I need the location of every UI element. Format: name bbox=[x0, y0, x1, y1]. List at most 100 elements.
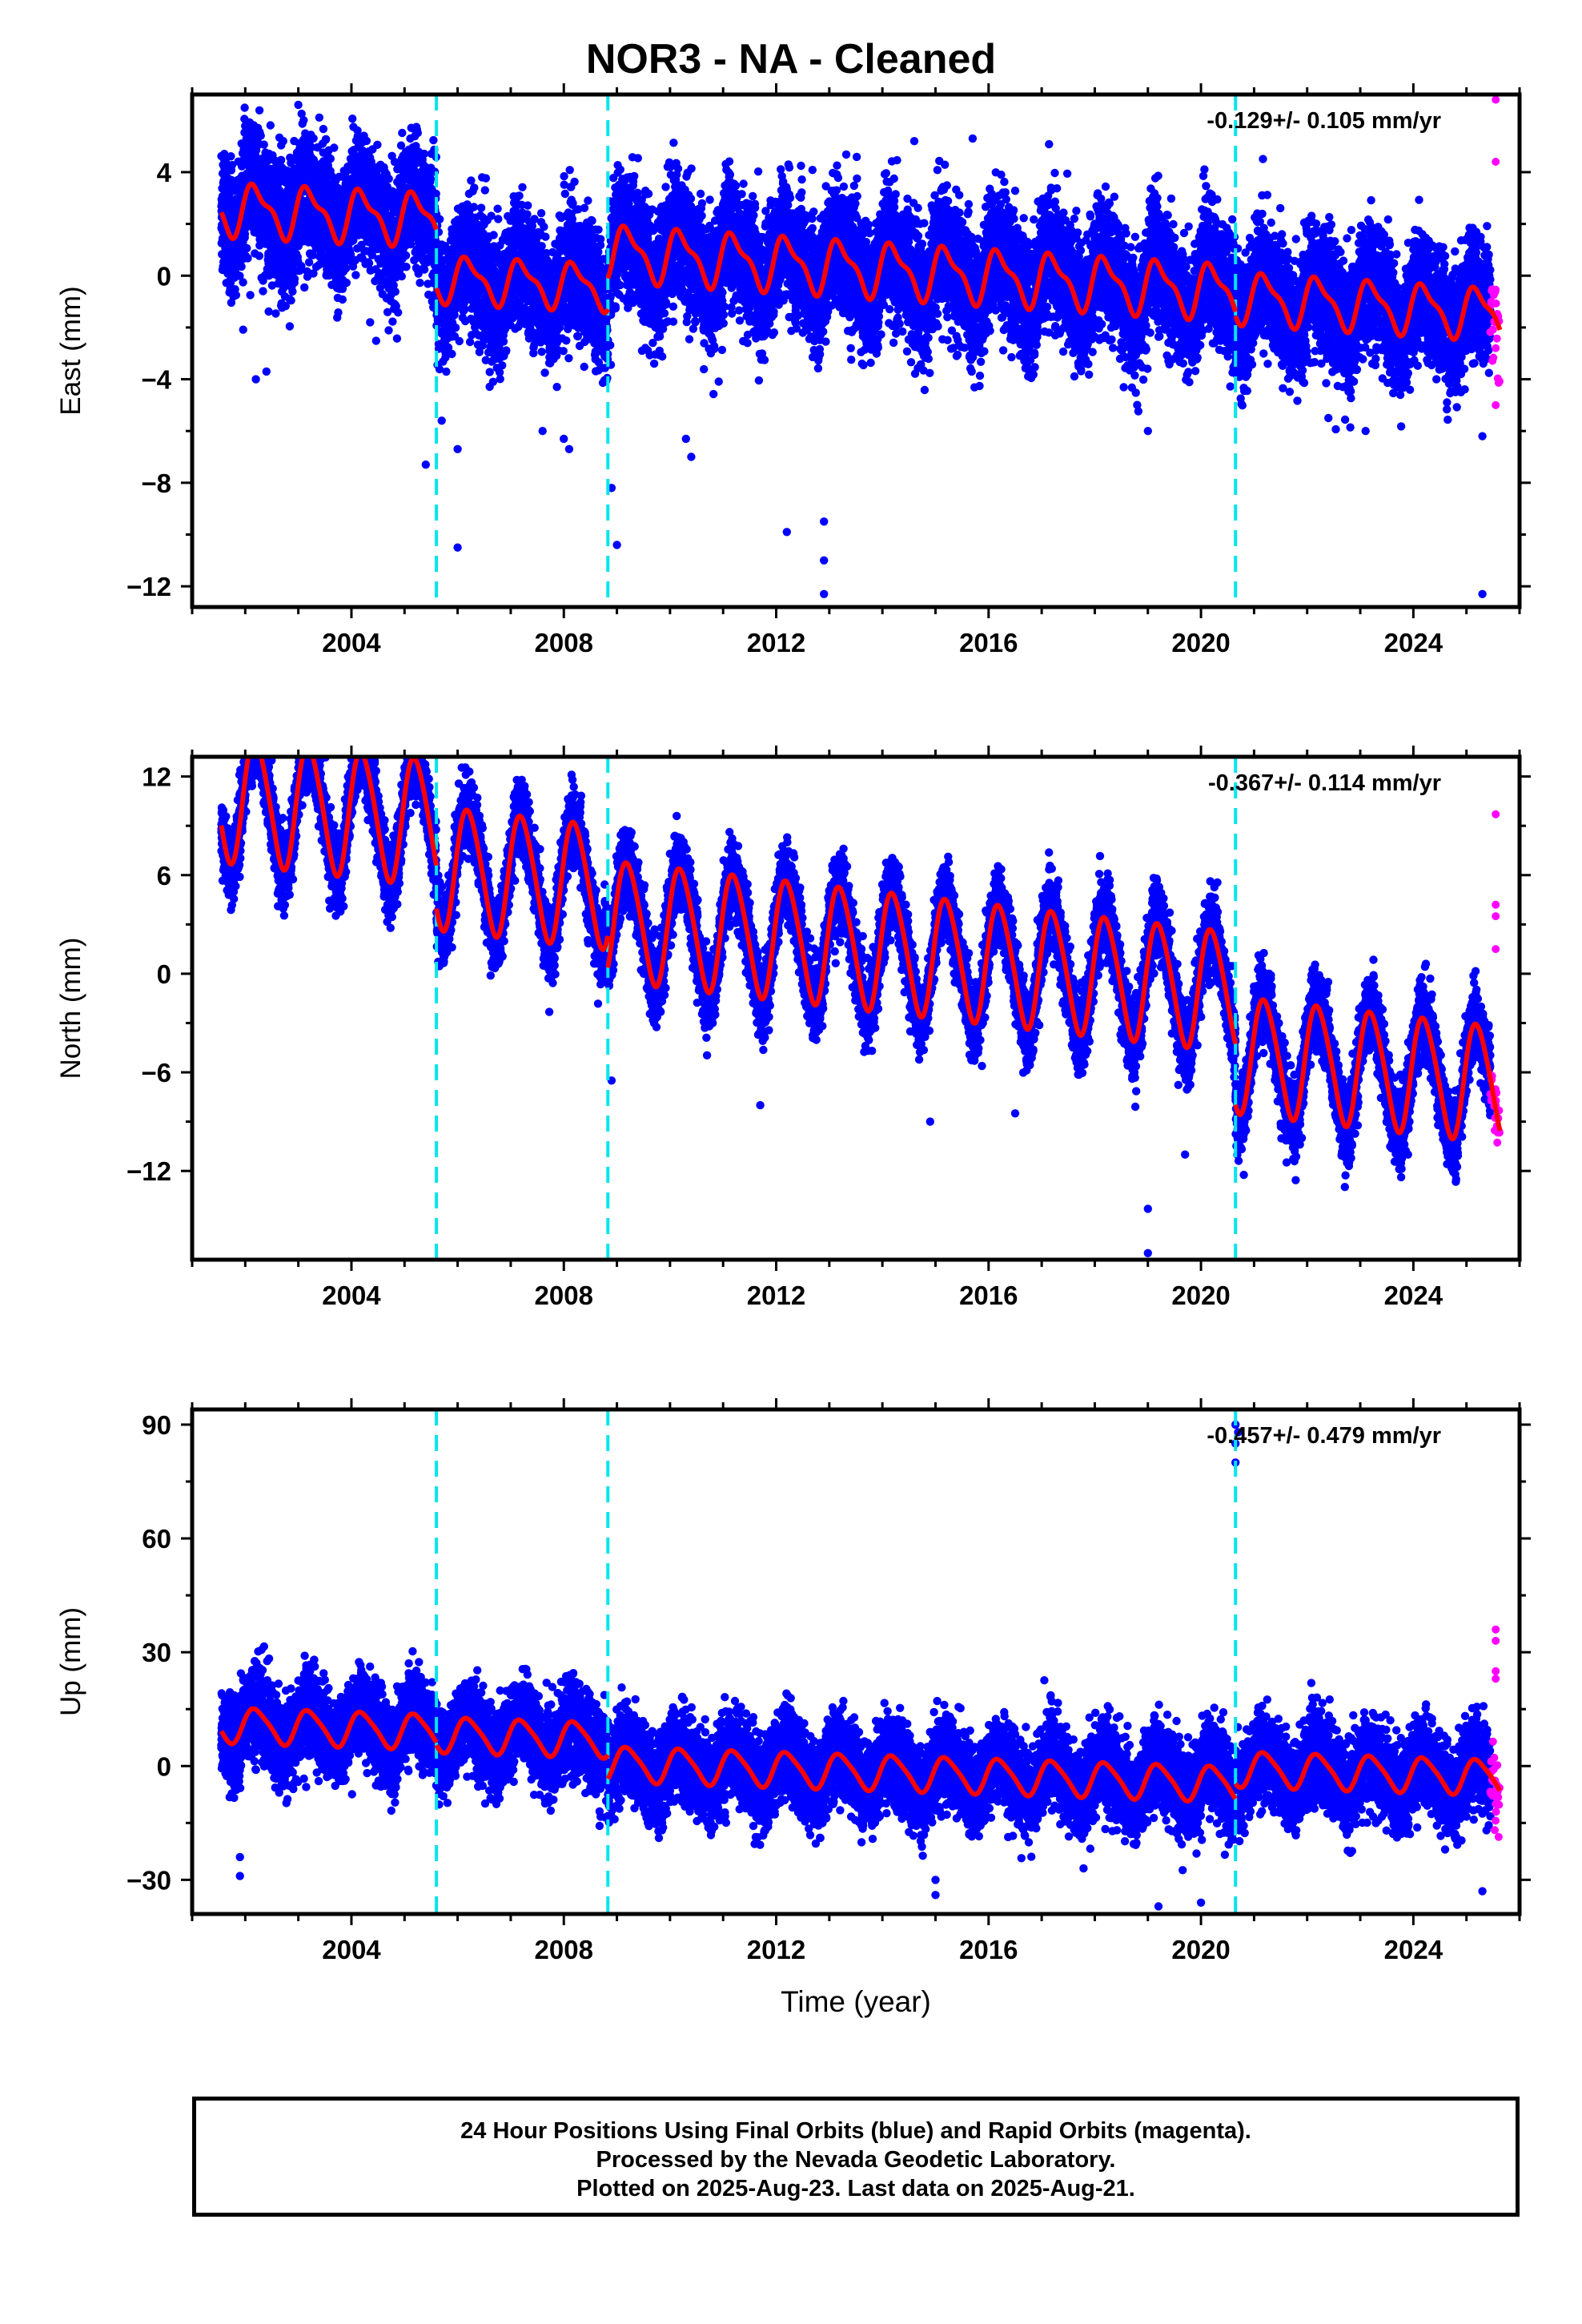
final-orbit-point bbox=[564, 354, 573, 363]
panel-data-east bbox=[217, 94, 1504, 607]
final-orbit-point bbox=[279, 137, 287, 146]
final-orbit-point bbox=[315, 113, 323, 122]
final-orbit-point bbox=[416, 279, 424, 287]
final-orbit-point bbox=[560, 171, 568, 181]
final-orbit-point bbox=[398, 128, 407, 138]
final-orbit-point bbox=[420, 265, 429, 274]
final-orbit-point bbox=[342, 264, 351, 273]
final-orbit-point bbox=[259, 140, 268, 149]
final-orbit-point bbox=[481, 174, 491, 183]
final-orbit-point bbox=[348, 115, 357, 123]
final-orbit-point bbox=[276, 155, 286, 164]
final-orbit-point bbox=[243, 243, 251, 253]
final-orbit-point bbox=[392, 334, 402, 343]
final-orbit-point bbox=[493, 204, 502, 213]
final-orbit-point bbox=[287, 296, 295, 305]
final-orbit-point bbox=[541, 232, 550, 241]
final-orbit-point bbox=[451, 324, 460, 332]
final-orbit-point bbox=[540, 223, 548, 231]
final-orbit-point bbox=[243, 254, 252, 263]
final-orbit-point bbox=[239, 278, 247, 287]
final-orbit-point bbox=[562, 336, 571, 345]
final-orbit-point bbox=[330, 143, 339, 152]
final-orbit-point bbox=[231, 291, 241, 300]
final-orbit-point bbox=[259, 287, 267, 296]
final-orbit-point bbox=[397, 271, 406, 281]
final-orbit-point bbox=[373, 140, 382, 149]
final-orbit-point bbox=[391, 287, 400, 296]
final-orbit-point bbox=[432, 189, 440, 199]
final-orbit-point bbox=[384, 326, 393, 335]
final-orbit-point bbox=[285, 322, 295, 331]
final-orbit-point bbox=[476, 203, 486, 212]
final-orbit-point bbox=[448, 349, 456, 359]
final-orbit-point bbox=[426, 175, 436, 183]
final-orbit-point bbox=[362, 136, 371, 146]
final-orbit-point bbox=[523, 210, 532, 219]
final-orbit-point bbox=[570, 177, 579, 187]
final-orbit-point bbox=[266, 121, 275, 130]
final-orbit-point bbox=[480, 186, 489, 195]
final-orbit-point bbox=[537, 348, 546, 356]
final-orbit-point bbox=[420, 149, 429, 159]
final-orbit-point bbox=[515, 191, 524, 200]
final-orbit-point bbox=[489, 231, 498, 239]
final-orbit-point bbox=[239, 325, 247, 334]
final-orbit-point bbox=[537, 242, 546, 251]
final-orbit-point bbox=[235, 271, 244, 280]
final-orbit-point bbox=[559, 347, 568, 356]
final-orbit-point bbox=[436, 215, 444, 223]
final-orbit-point bbox=[300, 283, 309, 292]
final-orbit-point bbox=[384, 175, 393, 183]
final-orbit-point bbox=[227, 160, 237, 170]
final-orbit-point bbox=[342, 278, 351, 287]
final-orbit-point bbox=[499, 337, 508, 346]
final-orbit-point bbox=[220, 150, 229, 159]
final-orbit-point bbox=[321, 135, 331, 143]
final-orbit-point bbox=[465, 337, 475, 347]
final-orbit-point bbox=[518, 183, 527, 191]
final-orbit-point bbox=[364, 259, 374, 267]
final-orbit-point bbox=[319, 124, 328, 134]
final-orbit-point bbox=[351, 271, 360, 279]
final-orbit-point bbox=[469, 203, 479, 211]
final-orbit-point bbox=[402, 263, 411, 271]
final-orbit-point bbox=[560, 189, 569, 199]
final-orbit-point bbox=[470, 183, 479, 192]
final-orbit-point bbox=[290, 275, 299, 283]
final-orbit-point bbox=[536, 209, 546, 218]
final-orbit-point bbox=[455, 336, 464, 346]
final-orbit-point bbox=[498, 361, 507, 370]
final-orbit-point bbox=[467, 176, 476, 185]
final-orbit-point bbox=[502, 346, 511, 355]
final-orbit-point bbox=[568, 215, 577, 223]
final-orbit-point bbox=[401, 251, 411, 260]
final-orbit-point bbox=[326, 155, 335, 163]
final-orbit-point bbox=[429, 135, 438, 145]
final-orbit-point bbox=[580, 362, 588, 372]
final-orbit-point bbox=[565, 166, 574, 175]
final-orbit-point bbox=[288, 287, 297, 296]
final-orbit-point bbox=[304, 258, 314, 267]
final-orbit-point bbox=[264, 307, 273, 316]
final-orbit-point bbox=[552, 383, 561, 392]
final-orbit-point bbox=[413, 128, 422, 138]
final-orbit-point bbox=[338, 295, 347, 304]
final-orbit-point bbox=[237, 262, 246, 271]
final-orbit-point bbox=[494, 215, 503, 223]
figure-title: NOR3 - NA - Cleaned bbox=[0, 35, 1582, 83]
final-orbit-point bbox=[255, 106, 264, 115]
final-orbit-point bbox=[334, 308, 343, 317]
final-orbit-point bbox=[227, 152, 235, 161]
final-orbit-point bbox=[240, 103, 249, 112]
final-orbit-point bbox=[256, 131, 265, 140]
final-orbit-point bbox=[271, 309, 280, 318]
final-orbit-point bbox=[366, 318, 375, 327]
final-orbit-point bbox=[524, 201, 532, 210]
final-orbit-point bbox=[442, 367, 451, 376]
final-orbit-point bbox=[540, 368, 549, 377]
final-orbit-point bbox=[496, 375, 504, 384]
